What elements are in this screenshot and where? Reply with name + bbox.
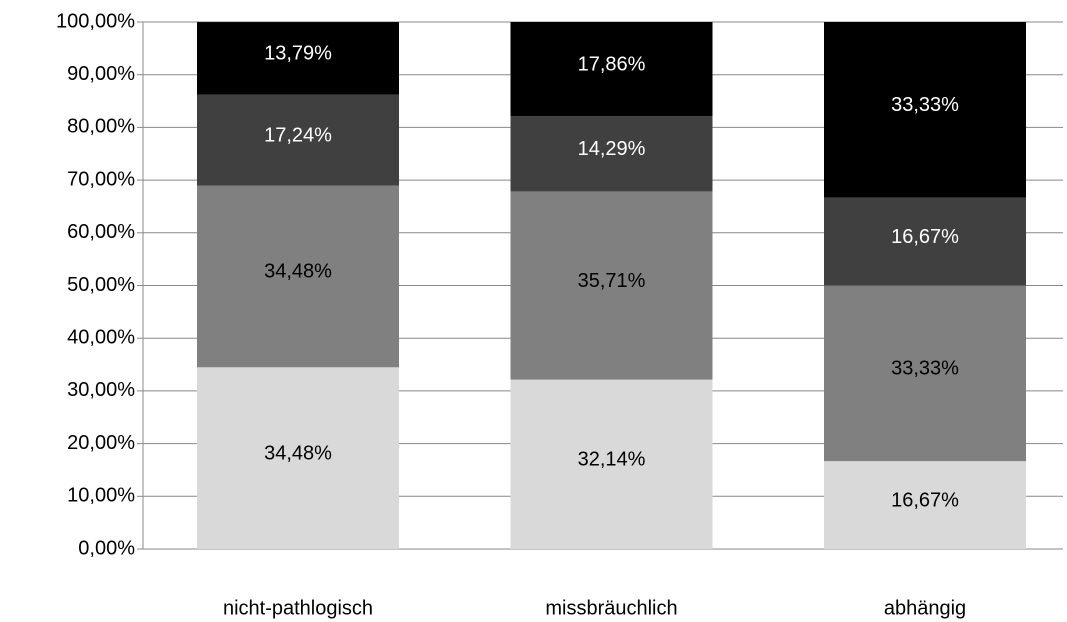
bar-segment: [510, 191, 713, 380]
bar-segment: [510, 379, 713, 549]
bar-segment: [824, 197, 1026, 286]
y-tick-label: 90,00%: [67, 63, 135, 85]
value-label: 33,33%: [891, 358, 959, 380]
bar-segment: [197, 22, 399, 95]
value-label: 33,33%: [891, 94, 959, 116]
value-label: 16,67%: [891, 489, 959, 511]
value-label: 17,86%: [578, 53, 646, 75]
value-label: 34,48%: [264, 261, 332, 283]
x-tick-label: nicht-pathlogisch: [223, 597, 373, 619]
bar-segment: [510, 22, 713, 117]
value-label: 17,24%: [264, 124, 332, 146]
value-label: 14,29%: [578, 138, 646, 160]
y-tick-label: 30,00%: [67, 379, 135, 401]
value-label: 34,48%: [264, 442, 332, 464]
y-tick-label: 80,00%: [67, 116, 135, 138]
bar-segment: [197, 185, 399, 368]
bar-segment: [824, 461, 1026, 549]
bar-segment: [824, 285, 1026, 462]
y-tick-label: 60,00%: [67, 221, 135, 243]
y-tick-label: 100,00%: [56, 10, 135, 32]
value-label: 16,67%: [891, 226, 959, 248]
y-tick-label: 70,00%: [67, 168, 135, 190]
y-tick-label: 40,00%: [67, 326, 135, 348]
value-label: 35,71%: [578, 270, 646, 292]
bar-segment: [510, 116, 713, 192]
y-tick-label: 20,00%: [67, 432, 135, 454]
bar-segment: [197, 367, 399, 549]
value-label: 32,14%: [578, 449, 646, 471]
y-tick-label: 10,00%: [67, 485, 135, 507]
y-tick-label: 0,00%: [78, 537, 135, 559]
x-tick-label: abhängig: [884, 597, 966, 619]
value-label: 13,79%: [264, 43, 332, 65]
x-tick-label: missbräuchlich: [545, 597, 677, 619]
bar-segment: [824, 22, 1026, 198]
y-tick-label: 50,00%: [67, 274, 135, 296]
bar-segment: [197, 94, 399, 186]
